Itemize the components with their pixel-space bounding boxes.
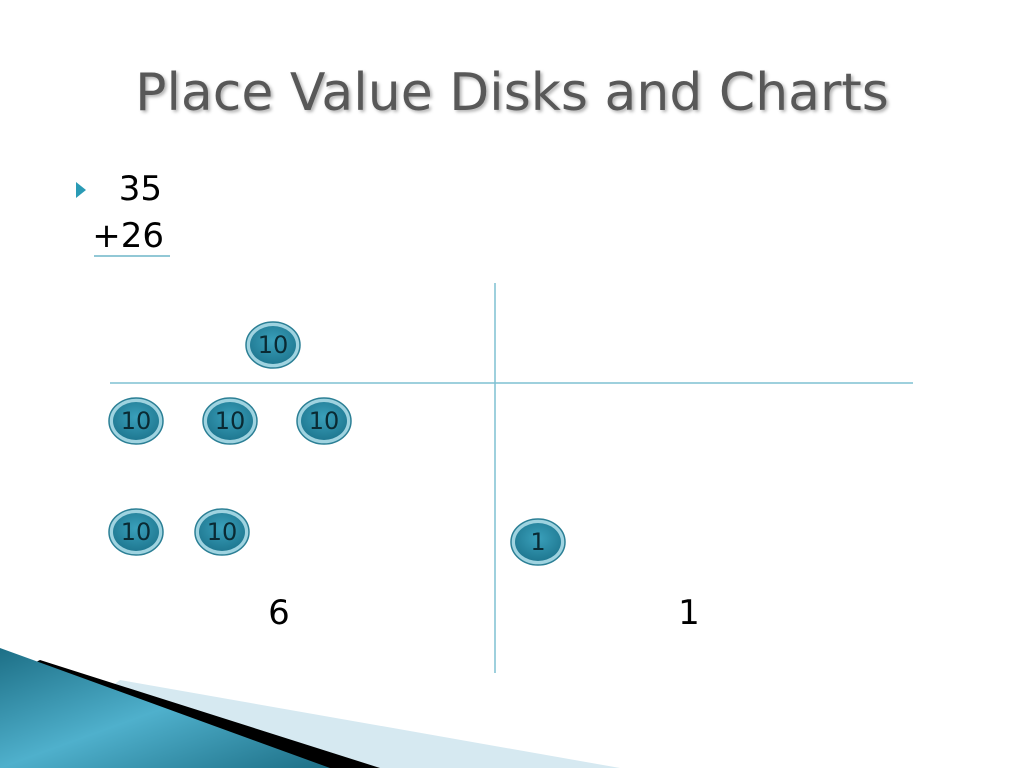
disk: 10	[108, 508, 164, 556]
disk: 10	[194, 508, 250, 556]
result-tens: 6	[268, 593, 290, 633]
disk-label: 10	[207, 518, 238, 546]
disk: 1	[510, 518, 566, 566]
result-ones: 1	[678, 593, 700, 633]
disks: 10 10 10 10 10 10 1	[108, 321, 566, 566]
disk-label: 10	[121, 518, 152, 546]
disk: 10	[202, 397, 258, 445]
disk-label: 1	[530, 528, 545, 556]
disk: 10	[108, 397, 164, 445]
disk-inner	[113, 402, 159, 440]
disk-inner	[250, 326, 296, 364]
disk-label: 10	[215, 407, 246, 435]
disk: 10	[296, 397, 352, 445]
disk: 10	[245, 321, 301, 369]
addend-top: 35	[119, 169, 162, 209]
disk-inner	[301, 402, 347, 440]
disk-inner	[515, 523, 561, 561]
disk-label: 10	[309, 407, 340, 435]
disk-label: 10	[258, 331, 289, 359]
disk-label: 10	[121, 407, 152, 435]
decor-wedge-blue	[0, 648, 330, 768]
disk-inner	[113, 513, 159, 551]
disk-inner	[207, 402, 253, 440]
addend-bottom: +26	[92, 216, 164, 256]
title: Place Value Disks and Charts	[135, 63, 889, 123]
bullet	[76, 182, 86, 198]
disk-inner	[199, 513, 245, 551]
